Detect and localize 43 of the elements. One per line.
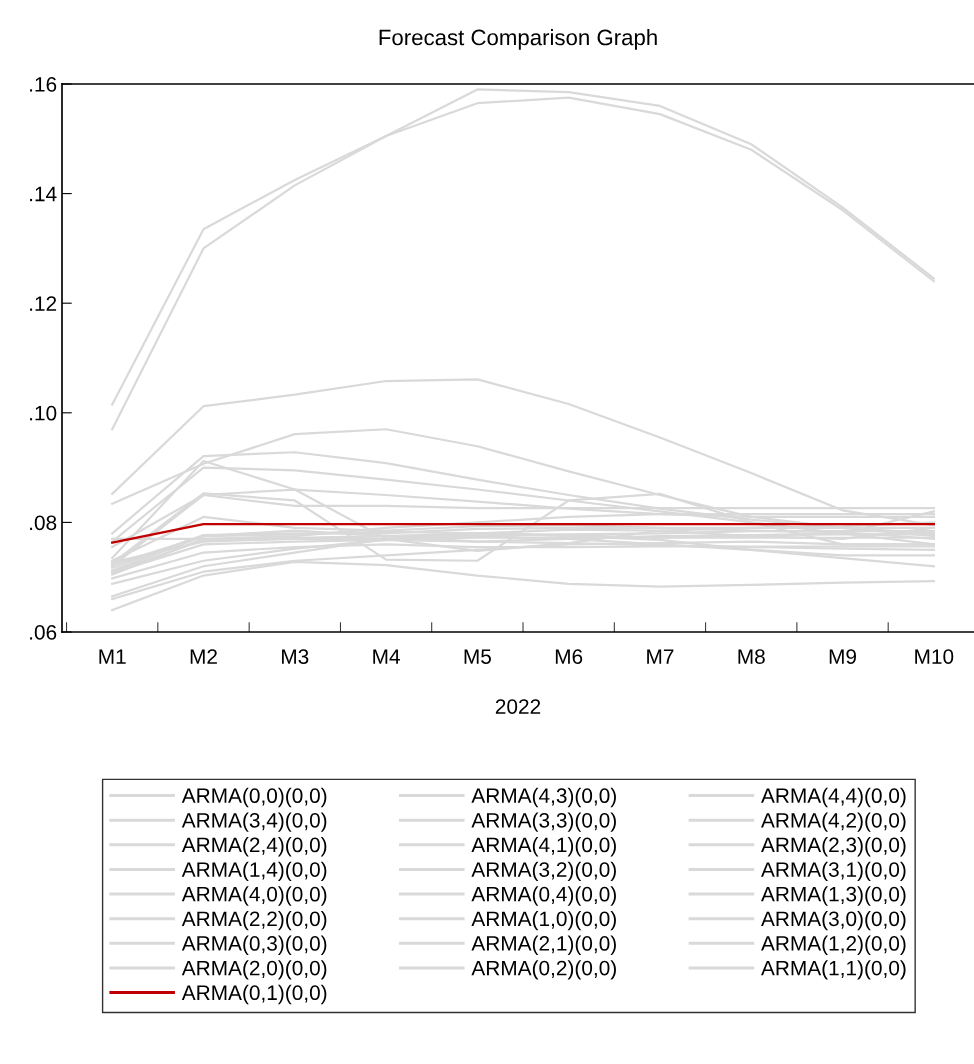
y-tick-label: .16 <box>30 77 57 92</box>
legend-label: ARMA(1,0)(0,0) <box>471 910 616 931</box>
x-tick-label: M5 <box>464 649 491 664</box>
legend-label: ARMA(4,3)(0,0) <box>471 787 616 808</box>
x-tick-label: M2 <box>190 649 217 664</box>
chart-title: Forecast Comparison Graph <box>379 29 657 50</box>
x-tick-label: M4 <box>373 649 400 664</box>
legend-label: ARMA(2,0)(0,0) <box>181 960 327 980</box>
y-tick-label: .10 <box>30 405 57 421</box>
legend-label: ARMA(0,0)(0,0) <box>181 787 327 808</box>
legend-label: ARMA(1,1)(0,0) <box>761 960 906 980</box>
legend-label: ARMA(3,0)(0,0) <box>761 910 906 931</box>
legend-label: ARMA(4,0)(0,0) <box>181 886 327 906</box>
legend-label: ARMA(2,2)(0,0) <box>181 910 327 931</box>
x-tick-label: M8 <box>738 649 765 664</box>
y-tick-label: .12 <box>30 296 57 311</box>
legend-label: ARMA(1,3)(0,0) <box>761 886 906 906</box>
x-tick-label: M6 <box>555 649 583 664</box>
legend-label: ARMA(4,2)(0,0) <box>761 812 906 832</box>
legend-label: ARMA(1,2)(0,0) <box>761 935 906 955</box>
y-tick-label: .14 <box>30 186 57 202</box>
legend-label: ARMA(2,4)(0,0) <box>181 837 327 857</box>
legend-label: ARMA(3,4)(0,0) <box>181 812 327 832</box>
legend-label: ARMA(4,1)(0,0) <box>471 837 616 857</box>
legend-label: ARMA(1,4)(0,0) <box>181 861 327 882</box>
legend-label: ARMA(0,1)(0,0) <box>181 984 327 1005</box>
x-axis-title: 2022 <box>495 699 541 714</box>
legend-label: ARMA(0,4)(0,0) <box>471 886 616 906</box>
legend-label: ARMA(3,2)(0,0) <box>471 861 616 882</box>
x-tick-label: M7 <box>647 649 674 664</box>
y-tick-label: .06 <box>30 625 57 640</box>
legend-label: ARMA(0,3)(0,0) <box>181 935 327 955</box>
legend-label: ARMA(2,1)(0,0) <box>471 935 616 955</box>
x-tick-label: M9 <box>829 649 857 664</box>
y-tick-label: .08 <box>30 515 57 531</box>
legend-label: ARMA(2,3)(0,0) <box>761 837 906 857</box>
legend-label: ARMA(0,2)(0,0) <box>471 960 616 980</box>
x-tick-label: M10 <box>915 649 954 664</box>
legend-label: ARMA(3,3)(0,0) <box>471 812 616 832</box>
x-tick-label: M1 <box>99 649 126 664</box>
legend-label: ARMA(3,1)(0,0) <box>761 861 906 882</box>
x-tick-label: M3 <box>282 649 309 664</box>
legend-label: ARMA(4,4)(0,0) <box>761 787 906 808</box>
